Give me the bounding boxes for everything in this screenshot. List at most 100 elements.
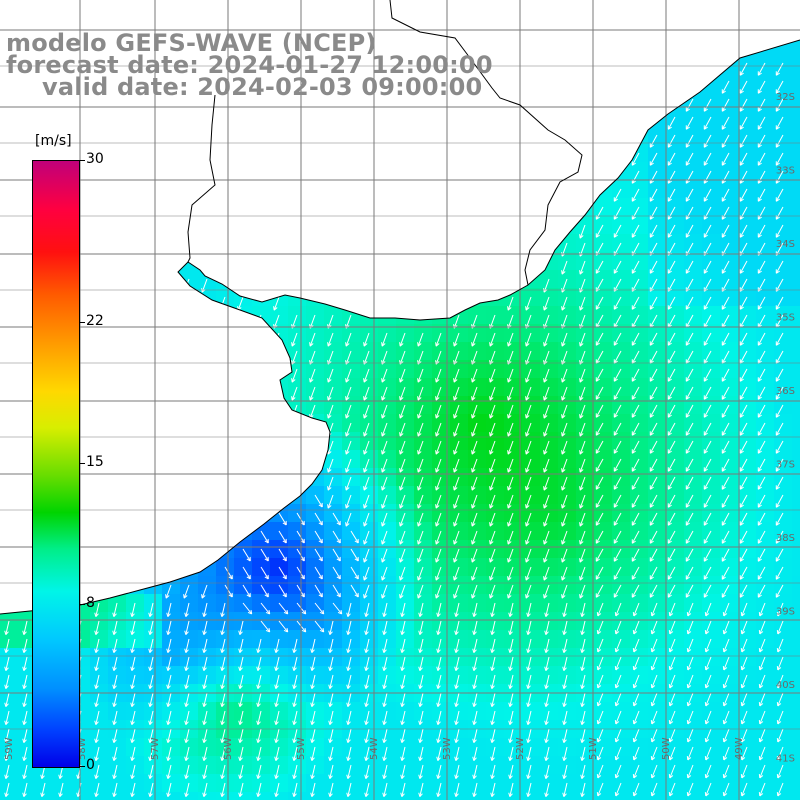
wind-arrow [685, 152, 694, 166]
wind-speed-cell [216, 792, 235, 800]
wind-speed-cell [792, 558, 800, 577]
wind-arrow [775, 134, 784, 148]
wind-arrow [739, 134, 748, 148]
wind-speed-cell [792, 594, 800, 613]
latitude-label: 33S [776, 166, 795, 177]
wind-arrow [667, 116, 676, 130]
wind-arrow [649, 134, 658, 148]
wind-speed-cell [144, 792, 163, 800]
latitude-label: 38S [776, 533, 795, 544]
wind-arrow [613, 188, 622, 202]
land-mask [0, 0, 800, 614]
wind-speed-cell [36, 792, 55, 800]
longitude-label: 59W [4, 737, 15, 760]
wind-arrows [4, 62, 784, 797]
longitude-label: 55W [296, 737, 307, 760]
wind-speed-cell [684, 792, 703, 800]
longitude-label: 50W [661, 737, 672, 760]
wind-speed-cell [288, 792, 307, 800]
latitude-label: 36S [776, 386, 795, 397]
wind-speed-cell [792, 486, 800, 505]
longitude-label: 53W [442, 737, 453, 760]
latitude-label: 39S [776, 607, 795, 618]
wind-arrow [703, 134, 712, 148]
wind-arrow [667, 152, 676, 166]
wind-speed-cell [54, 792, 73, 800]
valid-date: valid date: 2024-02-03 09:00:00 [42, 73, 483, 101]
wind-arrow [757, 62, 766, 76]
wind-speed-cell [594, 792, 613, 800]
longitude-label: 57W [150, 737, 161, 760]
wind-speed-cell [630, 792, 649, 800]
wind-speed-cell [108, 792, 127, 800]
wind-arrow [703, 152, 712, 166]
wind-speed-cell [540, 792, 559, 800]
wind-speed-cell [270, 792, 289, 800]
wind-speed-cell [792, 792, 800, 800]
wind-arrow [757, 152, 766, 166]
wind-arrow [757, 98, 766, 112]
wind-arrow [757, 134, 766, 148]
wind-arrow [685, 98, 694, 112]
wind-speed-cell [792, 360, 800, 379]
wind-arrow [775, 62, 784, 76]
wind-speed-cell [558, 792, 577, 800]
wind-speed-cell [792, 72, 800, 91]
wind-speed-cell [756, 792, 775, 800]
colorbar-tick-label: 0 [86, 757, 95, 773]
wind-speed-cell [324, 792, 343, 800]
wind-arrow [739, 80, 748, 94]
wind-speed-cell [252, 792, 271, 800]
wind-arrow [757, 116, 766, 130]
wind-speed-cell [378, 792, 397, 800]
wind-speed-cell [486, 792, 505, 800]
wind-speed-cell [792, 180, 800, 199]
wind-arrow [631, 188, 640, 202]
wind-speed-cell [792, 702, 800, 721]
wind-speed-cell [792, 630, 800, 649]
wind-speed-cell [792, 396, 800, 415]
latitude-label: 35S [776, 313, 795, 324]
wind-speed-cell [792, 198, 800, 217]
wind-speed-cell [414, 792, 433, 800]
wind-arrow [775, 116, 784, 130]
wind-arrow [739, 98, 748, 112]
wind-speed-cell [792, 414, 800, 433]
latitude-label: 32S [776, 92, 795, 103]
wind-arrow [757, 80, 766, 94]
wind-arrow [667, 134, 676, 148]
colorbar-tick-label: 22 [86, 312, 104, 329]
colorbar-tick-label: 8 [86, 595, 95, 612]
wind-speed-cell [468, 792, 487, 800]
colorbar-tick-mark [79, 766, 85, 767]
wind-speed-cell [792, 522, 800, 541]
longitude-label: 51W [588, 737, 599, 760]
wind-speed-cell [792, 540, 800, 559]
wind-arrow [595, 224, 604, 238]
wind-speed-cell [522, 792, 541, 800]
wind-speed-cell [792, 378, 800, 397]
wind-arrow [685, 116, 694, 130]
wind-speed-cell [792, 288, 800, 307]
wind-arrow [703, 116, 712, 130]
wind-speed-cell [666, 792, 685, 800]
wind-arrow [721, 134, 730, 148]
wind-arrow [667, 188, 676, 202]
wind-speed-cell [792, 54, 800, 73]
wind-speed-cell [792, 90, 800, 109]
wind-arrow [721, 98, 730, 112]
wind-speed-cell [18, 792, 37, 800]
colorbar-tick-mark [79, 463, 85, 464]
wind-arrow [775, 80, 784, 94]
wind-arrow [775, 188, 784, 202]
wind-speed-cell [576, 792, 595, 800]
longitude-label: 56W [223, 737, 234, 760]
wind-arrow [775, 98, 784, 112]
latitude-label: 41S [776, 754, 795, 765]
latitude-label: 37S [776, 460, 795, 471]
wind-arrow [721, 116, 730, 130]
wind-arrow [579, 224, 586, 239]
wind-speed-cell [792, 612, 800, 631]
wind-speed-cell [792, 234, 800, 253]
